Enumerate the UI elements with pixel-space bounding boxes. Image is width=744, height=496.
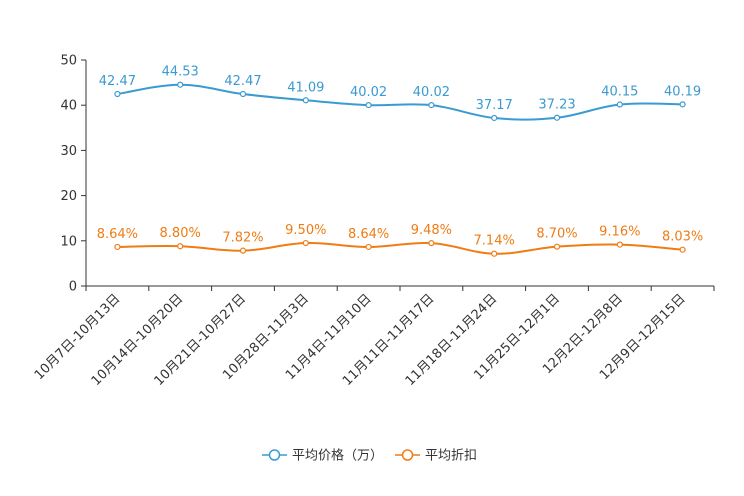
series-0-data-label: 40.02 bbox=[350, 85, 387, 100]
series-0-data-label: 40.19 bbox=[664, 84, 701, 99]
series-1-data-label: 7.14% bbox=[474, 234, 515, 249]
y-tick-label: 10 bbox=[60, 234, 77, 249]
series-0-point[interactable] bbox=[302, 97, 309, 104]
series-1-point[interactable] bbox=[365, 243, 372, 251]
series-0-point[interactable] bbox=[553, 114, 561, 121]
series-1-point[interactable] bbox=[491, 250, 498, 257]
series-1: 8.64% 8.80% 7.82% 9.50% 8.64% 9.48% 7.14% 8.70%… bbox=[97, 223, 703, 257]
series-0-data-label: 41.09 bbox=[287, 80, 324, 95]
x-axis: 10月7日-10月13日10月14日-10月20日10月21日-10月27日10… bbox=[32, 285, 715, 389]
series-1-data-label: 8.70% bbox=[536, 227, 577, 242]
series-1-point[interactable] bbox=[553, 243, 561, 250]
series-0-data-label: 37.17 bbox=[476, 98, 513, 113]
series-0-point[interactable] bbox=[239, 90, 247, 98]
series-1-data-label: 8.03% bbox=[662, 230, 703, 245]
series-0: 42.47 44.53 42.47 41.09 40.02 40.02 37.17 37.23… bbox=[99, 65, 701, 122]
legend-label: 平均价格（万） bbox=[292, 448, 383, 464]
series-1-point[interactable] bbox=[679, 246, 686, 253]
series-1-data-label: 9.16% bbox=[599, 225, 640, 240]
y-tick-label: 50 bbox=[60, 54, 77, 69]
series-0-data-label: 37.23 bbox=[538, 98, 575, 113]
series-0-point[interactable] bbox=[616, 101, 623, 108]
series-0-data-label: 40.15 bbox=[601, 85, 638, 100]
legend-marker-icon bbox=[268, 449, 281, 461]
series-1-point[interactable] bbox=[616, 241, 623, 248]
series-0-data-label: 40.02 bbox=[413, 85, 450, 100]
series-0-data-label: 42.47 bbox=[99, 74, 136, 89]
series-0-data-label: 44.53 bbox=[162, 65, 199, 80]
y-tick-label: 20 bbox=[60, 189, 77, 204]
y-tick-label: 40 bbox=[60, 99, 77, 114]
series-1-point[interactable] bbox=[302, 239, 309, 247]
series-0-point[interactable] bbox=[679, 101, 686, 108]
legend-marker-icon bbox=[401, 449, 414, 461]
series-1-point[interactable] bbox=[177, 243, 184, 250]
series-1-data-label: 8.64% bbox=[348, 227, 389, 242]
series-0-data-label: 42.47 bbox=[224, 74, 261, 89]
legend: 平均价格（万） 平均折扣 bbox=[262, 448, 477, 464]
series-1-data-label: 9.48% bbox=[411, 223, 452, 238]
series-1-data-label: 9.50% bbox=[285, 223, 326, 238]
series-0-point[interactable] bbox=[114, 90, 121, 98]
series-0-point[interactable] bbox=[365, 102, 372, 109]
legend-label: 平均折扣 bbox=[425, 449, 477, 464]
y-axis: 0 10 20 30 40 50 bbox=[60, 54, 87, 295]
y-tick-label: 30 bbox=[60, 144, 77, 159]
series-layer: 42.47 44.53 42.47 41.09 40.02 40.02 37.17 37.23… bbox=[97, 65, 703, 257]
series-1-line bbox=[117, 241, 683, 255]
series-1-point[interactable] bbox=[239, 247, 247, 254]
series-1-data-label: 7.82% bbox=[222, 231, 263, 246]
series-0-point[interactable] bbox=[428, 102, 435, 109]
y-tick-label: 0 bbox=[69, 280, 77, 295]
series-0-point[interactable] bbox=[491, 114, 498, 122]
series-1-data-label: 8.64% bbox=[97, 227, 138, 242]
series-0-point[interactable] bbox=[177, 81, 184, 88]
series-0-line bbox=[117, 83, 683, 121]
legend-item-0[interactable]: 平均价格（万） bbox=[262, 448, 383, 464]
series-1-point[interactable] bbox=[114, 243, 121, 251]
legend-item-1[interactable]: 平均折扣 bbox=[395, 449, 477, 464]
series-1-data-label: 8.80% bbox=[160, 226, 201, 241]
series-1-point[interactable] bbox=[428, 240, 435, 247]
